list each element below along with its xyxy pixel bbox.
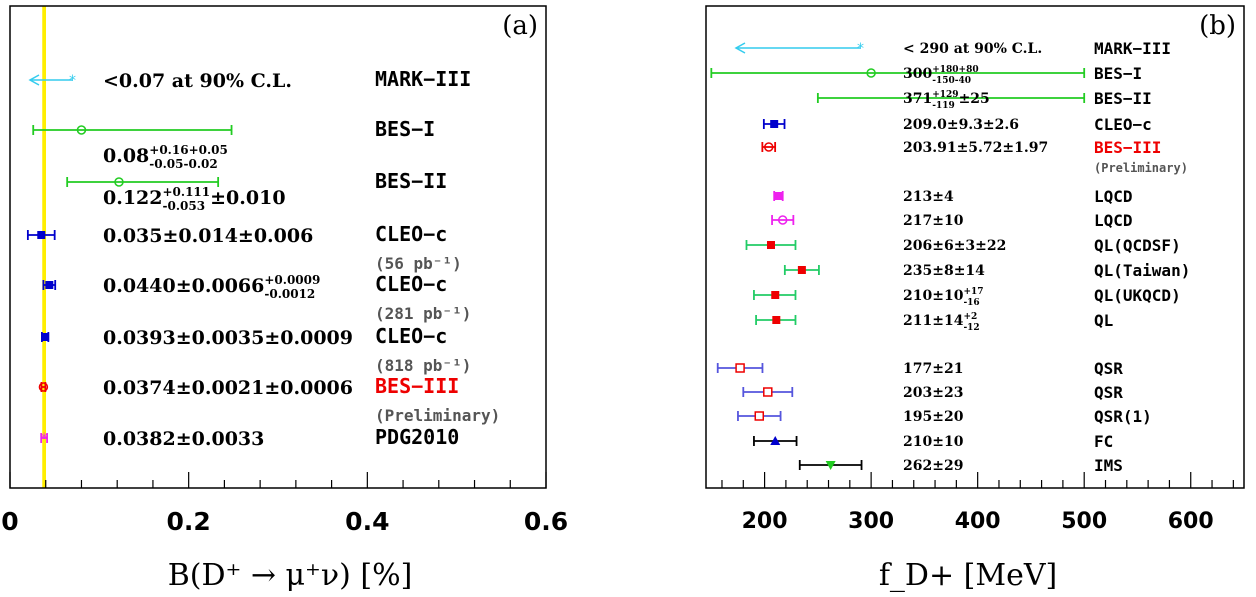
x-axis-label: f_D+ [MeV]: [879, 558, 1057, 593]
x-tick-label: 500: [1061, 509, 1107, 534]
value-label-0-4: 0.0440±0.0066+0.0009 -0.0012: [103, 273, 320, 301]
x-tick-label: 0.2: [167, 507, 211, 536]
experiment-name-7: PDG2010: [375, 425, 459, 449]
average-band: [42, 6, 46, 488]
experiment-name-4: CLEO−c: [375, 272, 447, 296]
value-label-0-7: 0.0382±0.0033: [103, 428, 264, 450]
experiment-name-6: LQCD: [1094, 211, 1133, 230]
experiment-name-10: QL: [1094, 311, 1113, 330]
marker-9: [771, 291, 779, 299]
experiment-note-5: (818 pb⁻¹): [375, 356, 471, 375]
experiment-name-14: FC: [1094, 432, 1113, 451]
experiment-name-9: QL(UKQCD): [1094, 286, 1181, 305]
value-label-1-5: 213±4: [903, 189, 954, 205]
value-label-0-5: 0.0393±0.0035±0.0009: [103, 327, 353, 349]
value-label-0-0: <0.07 at 90% C.L.: [103, 70, 292, 92]
experiment-name-13: QSR(1): [1094, 407, 1152, 426]
marker-4: [45, 281, 53, 289]
value-label-1-0: < 290 at 90% C.L.: [903, 41, 1042, 57]
value-label-1-8: 235±8±14: [903, 263, 985, 279]
experiment-name-5: LQCD: [1094, 187, 1133, 206]
limit-star-0: *: [857, 41, 864, 57]
x-axis-label: B(D⁺ → μ⁺ν) [%]: [168, 558, 413, 593]
experiment-note-4: (281 pb⁻¹): [375, 304, 471, 323]
x-tick-label: 0: [1, 507, 18, 536]
value-label-1-14: 210±10: [903, 434, 964, 450]
value-label-1-2: 371+129 -119 ±25: [903, 90, 990, 111]
x-tick-label: 300: [848, 509, 894, 534]
x-tick-label: 0.4: [345, 507, 389, 536]
value-label-1-4: 203.91±5.72±1.97: [903, 140, 1048, 156]
value-label-0-1: 0.08+0.16+0.05 -0.05-0.02: [103, 143, 228, 171]
marker-12: [764, 388, 772, 396]
marker-11: [736, 364, 744, 372]
experiment-name-15: IMS: [1094, 456, 1123, 475]
value-label-1-15: 262±29: [903, 458, 963, 474]
panel-label: (a): [502, 11, 538, 41]
experiment-name-1: BES−I: [375, 117, 435, 141]
experiment-name-5: CLEO−c: [375, 324, 447, 348]
experiment-note-3: (56 pb⁻¹): [375, 254, 462, 273]
marker-5: [774, 192, 782, 200]
x-tick-label: 200: [742, 509, 788, 534]
x-tick-label: 400: [955, 509, 1001, 534]
marker-10: [772, 316, 780, 324]
value-label-1-12: 203±23: [903, 385, 963, 401]
value-label-0-2: 0.122+0.111 -0.053 ±0.010: [103, 185, 286, 213]
limit-star-0: *: [69, 73, 76, 89]
experiment-name-1: BES−I: [1094, 64, 1142, 83]
experiment-name-11: QSR: [1094, 359, 1123, 378]
marker-13: [755, 412, 763, 420]
value-label-1-10: 211±14+2 -12: [903, 312, 980, 333]
marker-8: [798, 266, 806, 274]
experiment-note-6: (Preliminary): [375, 406, 500, 425]
experiment-name-0: MARK−III: [1094, 39, 1171, 58]
marker-5: [41, 333, 49, 341]
panel-a: (a) 0 0.2 0.4 0.6 B(D⁺ → μ⁺ν) [%] * <0.07 at 90…: [1, 6, 568, 593]
experiment-name-2: BES−II: [1094, 89, 1152, 108]
value-label-0-3: 0.035±0.014±0.006: [103, 225, 313, 247]
experiment-name-6: BES−III: [375, 374, 459, 398]
value-label-1-11: 177±21: [903, 361, 963, 377]
value-label-1-7: 206±6±3±22: [903, 238, 1006, 254]
experiment-name-4: BES−III: [1094, 138, 1161, 157]
experiment-note-4: (Preliminary): [1094, 161, 1188, 175]
panel-label: (b): [1199, 11, 1236, 41]
value-label-1-1: 300+180+80 -150-40: [903, 65, 979, 86]
experiment-name-7: QL(QCDSF): [1094, 236, 1181, 255]
marker-7: *: [41, 431, 48, 447]
x-tick-label: 0.6: [524, 507, 568, 536]
value-label-1-3: 209.0±9.3±2.6: [903, 117, 1019, 133]
value-label-1-13: 195±20: [903, 409, 964, 425]
value-label-1-9: 210±10+17 -16: [903, 287, 984, 308]
marker-7: [767, 241, 775, 249]
value-label-1-6: 217±10: [903, 213, 964, 229]
experiment-name-2: BES−II: [375, 169, 447, 193]
experiment-name-8: QL(Taiwan): [1094, 261, 1190, 280]
experiment-name-12: QSR: [1094, 383, 1123, 402]
panel-b: (b) 200 300 400 500 600 f_D+ [MeV] * < 290 at 90…: [706, 6, 1244, 593]
marker-3: [37, 231, 45, 239]
experiment-name-0: MARK−III: [375, 67, 471, 91]
marker-3: [770, 120, 778, 128]
experiment-name-3: CLEO−c: [375, 222, 447, 246]
experiment-name-3: CLEO−c: [1094, 115, 1152, 134]
value-label-0-6: 0.0374±0.0021±0.0006: [103, 377, 353, 399]
x-tick-label: 600: [1168, 509, 1214, 534]
